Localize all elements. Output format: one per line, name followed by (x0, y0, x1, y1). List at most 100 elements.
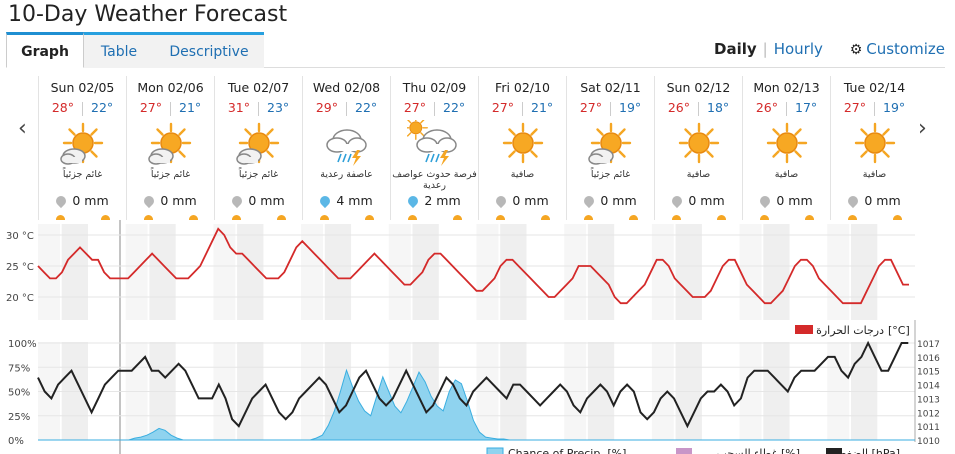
night-band (412, 224, 439, 320)
precip-legend-label: Chance of Precip. [%] (508, 447, 626, 454)
partly-cloudy-icon (147, 122, 191, 165)
low-temp: 22° (355, 100, 378, 115)
day-card[interactable]: Thu 02/09 27° 22° فرصة حدوث عواصف رعدية 2… (390, 76, 478, 220)
day-card[interactable]: Tue 02/14 27° 19° صافية 0 mm (830, 76, 918, 220)
day-date: Tue 02/14 (843, 80, 906, 95)
sunny-icon (854, 122, 895, 163)
pressure-axis-label: 1010 (917, 437, 940, 447)
sun-markers (567, 214, 655, 220)
low-temp: 17° (795, 100, 818, 115)
day-card[interactable]: Tue 02/07 31° 23° غائم جزئياً 0 mm (214, 76, 302, 220)
precip-value: 0 mm (512, 192, 549, 208)
condition-text: صافية (862, 168, 887, 180)
sunrise-icon (232, 215, 241, 220)
high-temp: 27° (843, 100, 866, 115)
day-card[interactable]: Sun 02/05 28° 22° غائم جزئياً 0 mm (38, 76, 126, 220)
night-band (38, 224, 60, 320)
night-band (301, 224, 324, 320)
forecast-charts: 30 °C 25 °C 20 °C درجات الحرارة [°C] 100% 75% 5… (0, 220, 955, 454)
high-temp: 27° (491, 100, 514, 115)
pressure-axis-label: 1012 (917, 409, 940, 419)
day-date: Sat 02/11 (580, 80, 641, 95)
precip-amount: 0 mm (39, 192, 126, 209)
cloud-legend-swatch (676, 448, 692, 454)
sun-markers (303, 214, 391, 220)
day-date: Mon 02/13 (753, 80, 820, 95)
low-temp: 22° (91, 100, 114, 115)
sunset-icon (893, 215, 902, 220)
hourly-link[interactable]: Hourly (773, 40, 823, 58)
night-band (587, 224, 615, 320)
night-band (388, 224, 411, 320)
night-band (324, 224, 352, 320)
precip-amount: 0 mm (479, 192, 566, 209)
customize-button[interactable]: ⚙ Customize (850, 40, 945, 58)
sunrise-icon (320, 215, 329, 220)
night-band (827, 224, 850, 320)
gear-icon: ⚙ (849, 42, 863, 58)
precip-value: 0 mm (248, 192, 285, 208)
sun-markers (743, 214, 831, 220)
precip-value: 2 mm (424, 192, 461, 208)
condition-text: غائم جزئياً (62, 168, 103, 180)
chevron-left-icon[interactable]: ‹ (18, 116, 27, 141)
high-temp: 31° (227, 100, 250, 115)
partly-cloudy-icon (587, 122, 631, 165)
precip-amount: 4 mm (303, 193, 390, 209)
night-band (61, 224, 88, 320)
sunrise-icon (408, 215, 417, 220)
sunny-icon (766, 122, 807, 163)
sunset-icon (717, 215, 726, 220)
precip-value: 0 mm (72, 192, 109, 208)
tab-table[interactable]: Table (84, 32, 154, 68)
customize-label: Customize (866, 40, 945, 58)
temp-legend-unit: [°C] (888, 324, 910, 337)
precip-value: 0 mm (600, 192, 637, 208)
precip-value: 0 mm (864, 192, 901, 208)
sunny-icon (678, 122, 719, 163)
day-card[interactable]: Sun 02/12 26° 18° صافية 0 mm (654, 76, 742, 220)
condition-text: غائم جزئياً (150, 168, 191, 180)
sun-markers (127, 214, 215, 220)
daily-link[interactable]: Daily (714, 40, 757, 58)
night-band (213, 224, 236, 320)
high-temp: 27° (579, 100, 602, 115)
precip-value: 0 mm (160, 192, 197, 208)
condition-text: فرصة حدوث عواصف رعدية (392, 168, 477, 191)
sun-markers (479, 214, 567, 220)
thunderstorm-icon (325, 128, 367, 166)
tab-graph[interactable]: Graph (6, 32, 84, 68)
sunset-icon (453, 215, 462, 220)
high-temp: 29° (315, 100, 338, 115)
day-card[interactable]: Fri 02/10 27° 21° صافية 0 mm (478, 76, 566, 220)
high-temp: 26° (755, 100, 778, 115)
raindrop-icon (230, 193, 245, 209)
precip-amount: 0 mm (215, 192, 302, 209)
day-card[interactable]: Sat 02/11 27° 19° غائم جزئياً 0 mm (566, 76, 654, 220)
low-temp: 21° (531, 100, 554, 115)
partly-cloudy-icon (235, 122, 279, 165)
temp-legend-label: درجات الحرارة (816, 324, 884, 337)
day-card[interactable]: Mon 02/06 27° 21° غائم جزئياً 0 mm (126, 76, 214, 220)
tab-descriptive[interactable]: Descriptive (154, 32, 264, 68)
sunrise-icon (672, 215, 681, 220)
day-card[interactable]: Mon 02/13 26° 17° صافية 0 mm (742, 76, 830, 220)
day-cards: Sun 02/05 28° 22° غائم جزئياً 0 mm Mon 02… (38, 76, 915, 220)
low-temp: 19° (619, 100, 642, 115)
precip-amount: 0 mm (831, 192, 918, 209)
sun-markers (391, 214, 479, 220)
sun-markers (655, 214, 743, 220)
sun-markers (215, 214, 303, 220)
raindrop-icon (54, 193, 69, 209)
day-date: Sun 02/05 (50, 80, 115, 95)
day-card[interactable]: Wed 02/08 29° 22° عاصفة رعدية 4 mm (302, 76, 390, 220)
high-temp: 28° (51, 100, 74, 115)
day-date: Wed 02/08 (312, 80, 381, 95)
sunrise-icon (760, 215, 769, 220)
raindrop-icon (670, 193, 685, 209)
precip-value: 0 mm (688, 192, 725, 208)
chevron-right-icon[interactable]: › (918, 116, 927, 141)
percent-axis-label: 0% (8, 436, 24, 447)
precip-amount: 0 mm (567, 192, 654, 209)
sunset-icon (805, 215, 814, 220)
